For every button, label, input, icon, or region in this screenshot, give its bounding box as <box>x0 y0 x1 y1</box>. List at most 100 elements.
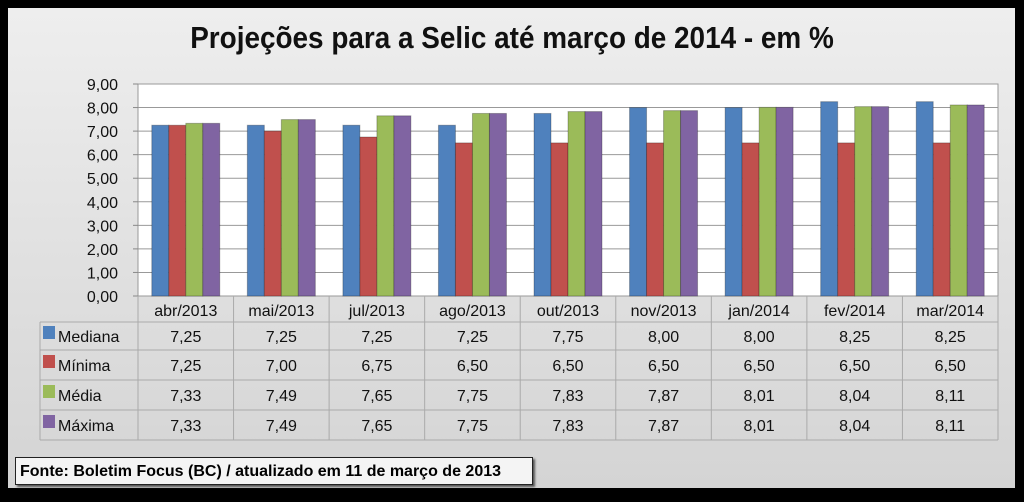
y-tick-label: 2,00 <box>87 242 118 259</box>
bar-mediana <box>246 124 265 297</box>
bar-máxima <box>202 122 221 297</box>
bar-média <box>758 106 777 297</box>
data-label: 7,00 <box>266 358 297 375</box>
bar-máxima <box>488 112 507 297</box>
bar-mínima <box>550 142 569 297</box>
bar-média <box>567 111 586 297</box>
bar-mediana <box>533 112 552 297</box>
x-tick-label: out/2013 <box>537 303 599 320</box>
y-tick-label: 6,00 <box>87 148 118 165</box>
data-label: 8,00 <box>744 329 775 346</box>
data-label: 8,25 <box>839 329 870 346</box>
data-label: 7,49 <box>266 388 297 405</box>
y-tick-label: 0,00 <box>87 289 118 306</box>
y-tick-label: 4,00 <box>87 195 118 212</box>
bar-mínima <box>932 142 951 297</box>
legend-key <box>43 415 55 428</box>
bar-máxima <box>966 104 985 297</box>
data-label: 8,04 <box>839 418 870 435</box>
data-label: 6,50 <box>457 358 488 375</box>
bar-máxima <box>393 115 412 297</box>
legend-key <box>43 326 55 339</box>
bar-média <box>854 106 873 297</box>
data-label: 6,75 <box>361 358 392 375</box>
y-tick-label: 3,00 <box>87 218 118 235</box>
bar-máxima <box>871 106 890 297</box>
legend-key <box>43 385 55 398</box>
data-label: 7,65 <box>361 388 392 405</box>
data-label: 8,01 <box>744 388 775 405</box>
bar-média <box>471 112 490 297</box>
data-label: 7,75 <box>457 388 488 405</box>
bar-máxima <box>297 119 316 297</box>
legend-key <box>43 355 55 368</box>
data-label: 7,65 <box>361 418 392 435</box>
data-label: 7,83 <box>552 388 583 405</box>
data-label: 6,50 <box>839 358 870 375</box>
data-label: 8,01 <box>744 418 775 435</box>
bar-média <box>376 115 395 297</box>
y-tick-label: 9,00 <box>87 77 118 94</box>
data-label: 8,11 <box>935 388 965 405</box>
data-label: 7,75 <box>457 418 488 435</box>
data-label: 7,49 <box>266 418 297 435</box>
legend-label: Mínima <box>58 358 111 375</box>
x-tick-label: abr/2013 <box>154 303 217 320</box>
bar-mínima <box>741 142 760 297</box>
bar-mediana <box>629 107 648 297</box>
bar-máxima <box>775 106 794 297</box>
y-tick-label: 5,00 <box>87 171 118 188</box>
data-label: 6,50 <box>552 358 583 375</box>
data-label: 8,00 <box>648 329 679 346</box>
data-label: 7,25 <box>170 358 201 375</box>
legend-label: Máxima <box>58 418 114 435</box>
y-tick-label: 8,00 <box>87 101 118 118</box>
bar-mínima <box>263 130 282 297</box>
bar-média <box>663 110 682 297</box>
data-label: 6,50 <box>935 358 966 375</box>
bar-mínima <box>454 142 473 297</box>
data-label: 7,75 <box>552 329 583 346</box>
data-label: 7,25 <box>266 329 297 346</box>
bar-máxima <box>584 111 603 297</box>
bar-máxima <box>680 110 699 297</box>
bar-mínima <box>646 142 665 297</box>
x-tick-label: fev/2014 <box>824 303 885 320</box>
data-label: 7,83 <box>552 418 583 435</box>
bar-média <box>280 119 299 297</box>
data-label: 7,87 <box>648 388 679 405</box>
data-label: 7,25 <box>457 329 488 346</box>
data-label: 6,50 <box>744 358 775 375</box>
data-label: 7,25 <box>361 329 392 346</box>
x-tick-label: jan/2014 <box>727 303 789 320</box>
bar-mediana <box>437 124 456 297</box>
bar-média <box>185 122 204 297</box>
data-label: 6,50 <box>648 358 679 375</box>
x-tick-label: ago/2013 <box>439 303 506 320</box>
x-tick-label: jul/2013 <box>348 303 405 320</box>
bar-mediana <box>915 101 934 297</box>
bar-mediana <box>151 124 170 297</box>
bar-média <box>949 104 968 297</box>
data-label: 7,87 <box>648 418 679 435</box>
data-label: 7,33 <box>170 418 201 435</box>
legend-label: Média <box>58 388 102 405</box>
bar-mediana <box>342 124 361 297</box>
bar-mínima <box>837 142 856 297</box>
x-tick-label: nov/2013 <box>631 303 697 320</box>
y-tick-label: 1,00 <box>87 265 118 282</box>
bar-mínima <box>359 136 378 297</box>
x-tick-label: mar/2014 <box>916 303 984 320</box>
data-label: 8,04 <box>839 388 870 405</box>
y-tick-label: 7,00 <box>87 124 118 141</box>
source-note: Fonte: Boletim Focus (BC) / atualizado e… <box>15 457 533 485</box>
data-label: 8,25 <box>935 329 966 346</box>
x-tick-label: mai/2013 <box>248 303 314 320</box>
data-label: 8,11 <box>935 418 965 435</box>
data-label: 7,25 <box>170 329 201 346</box>
bar-mínima <box>168 124 187 297</box>
data-label: 7,33 <box>170 388 201 405</box>
chart-title: Projeções para a Selic até março de 2014… <box>190 20 834 55</box>
legend-label: Mediana <box>58 329 119 346</box>
